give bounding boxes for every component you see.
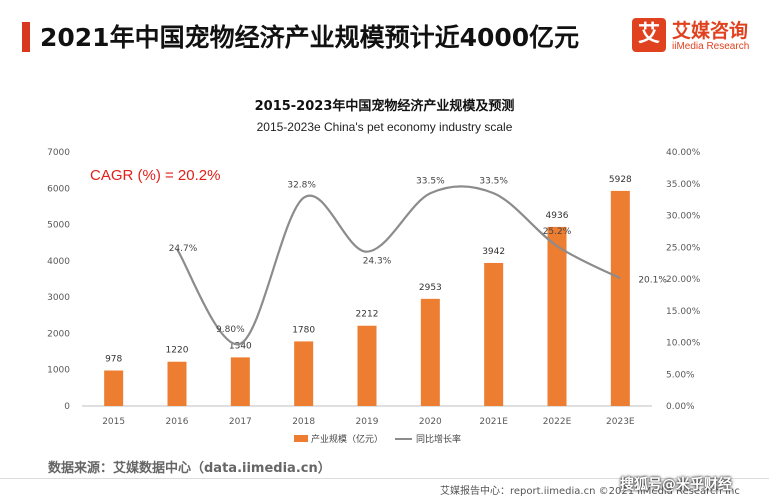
x-tick-label: 2017 (229, 417, 252, 427)
growth-rate-line (176, 185, 621, 346)
footer-divider (0, 478, 769, 501)
line-value-label: 32.8% (287, 181, 316, 191)
right-tick-label: 0.00% (666, 402, 695, 412)
left-axis: 0 1000 2000 3000 4000 5000 6000 7000 (47, 148, 70, 412)
line-value-label: 9.80% (216, 325, 245, 335)
logo-name-cn: 艾媒咨询 (672, 20, 749, 42)
bar-value-label: 1340 (229, 341, 252, 351)
left-tick-label: 5000 (47, 221, 70, 231)
page-title: 2021年中国宠物经济产业规模预计近4000亿元 (40, 23, 580, 52)
bar (484, 262, 504, 406)
bar-value-label: 2212 (356, 310, 379, 320)
bar (167, 361, 187, 406)
x-tick-label: 2021E (479, 417, 508, 427)
right-tick-label: 25.00% (666, 243, 701, 253)
cagr-annotation: CAGR (%) = 20.2% (90, 167, 220, 184)
left-tick-label: 1000 (47, 366, 70, 376)
bar-value-label: 2953 (419, 283, 442, 293)
bar (547, 226, 567, 406)
chart-title: 2015-2023年中国宠物经济产业规模及预测 (254, 99, 515, 114)
left-tick-label: 0 (64, 402, 70, 412)
line-value-label: 20.1% (638, 275, 667, 285)
bar-value-label: 1220 (166, 346, 189, 356)
bar-value-label: 978 (105, 355, 122, 365)
line-value-label: 33.5% (416, 176, 445, 186)
line-value-label: 33.5% (479, 176, 508, 186)
left-tick-label: 2000 (47, 329, 70, 339)
right-tick-label: 5.00% (666, 370, 695, 380)
legend-bar-swatch (294, 435, 308, 442)
watermark: 搜狐号@米乎财经 (620, 477, 732, 493)
right-tick-label: 15.00% (666, 307, 701, 317)
bar-value-label: 5928 (609, 175, 632, 185)
bar-labels: 978 1220 1340 1780 2212 2953 3942 4936 5928 (105, 175, 632, 365)
bar (230, 357, 250, 406)
x-tick-label: 2019 (356, 417, 379, 427)
title-accent-bar (22, 22, 30, 52)
bar-value-label: 4936 (546, 211, 569, 221)
footer-text: 艾媒报告中心：report.iimedia.cn ©2021 iiMedia R… (440, 486, 740, 497)
logo-mark-icon: 艾 (632, 18, 666, 52)
bar (420, 298, 440, 406)
x-tick-label: 2022E (543, 417, 572, 427)
right-tick-label: 10.00% (666, 339, 701, 349)
bar-value-label: 3942 (482, 247, 505, 257)
right-tick-label: 35.00% (666, 180, 701, 190)
legend-line-label: 同比增长率 (416, 433, 461, 445)
left-tick-label: 6000 (47, 184, 70, 194)
right-tick-label: 40.00% (666, 148, 701, 158)
left-tick-label: 4000 (47, 257, 70, 267)
bar (610, 190, 630, 406)
data-source: 数据来源：艾媒数据中心（data.iimedia.cn） (48, 461, 331, 476)
right-axis: 0.00% 5.00% 10.00% 15.00% 20.00% 25.00% 30.00%… (666, 148, 701, 412)
bar (104, 370, 124, 406)
left-tick-label: 7000 (47, 148, 70, 158)
logo-name-en: iiMedia Research (672, 41, 750, 52)
x-axis-labels: 2015 2016 2017 2018 2019 2020 2021E 2022E 2023E (102, 417, 635, 427)
line-value-label: 25.2% (543, 227, 572, 237)
legend-bar-label: 产业规模（亿元） (311, 433, 383, 445)
x-tick-label: 2020 (419, 417, 442, 427)
x-tick-label: 2015 (102, 417, 125, 427)
right-tick-label: 30.00% (666, 212, 701, 222)
left-tick-label: 3000 (47, 293, 70, 303)
bar-series (104, 190, 630, 406)
legend: 产业规模（亿元） 同比增长率 (294, 433, 461, 445)
right-tick-label: 20.00% (666, 275, 701, 285)
bar-value-label: 1780 (292, 325, 315, 335)
line-value-label: 24.3% (363, 257, 392, 267)
x-tick-label: 2016 (166, 417, 189, 427)
bar (294, 341, 314, 406)
x-tick-label: 2023E (606, 417, 635, 427)
line-value-label: 24.7% (169, 244, 198, 254)
x-tick-label: 2018 (292, 417, 315, 427)
chart-subtitle: 2015-2023e China's pet economy industry … (256, 120, 513, 134)
line-labels: 24.7% 9.80% 32.8% 24.3% 33.5% 33.5% 25.2% 20.1% (169, 176, 668, 334)
bar (357, 325, 377, 406)
